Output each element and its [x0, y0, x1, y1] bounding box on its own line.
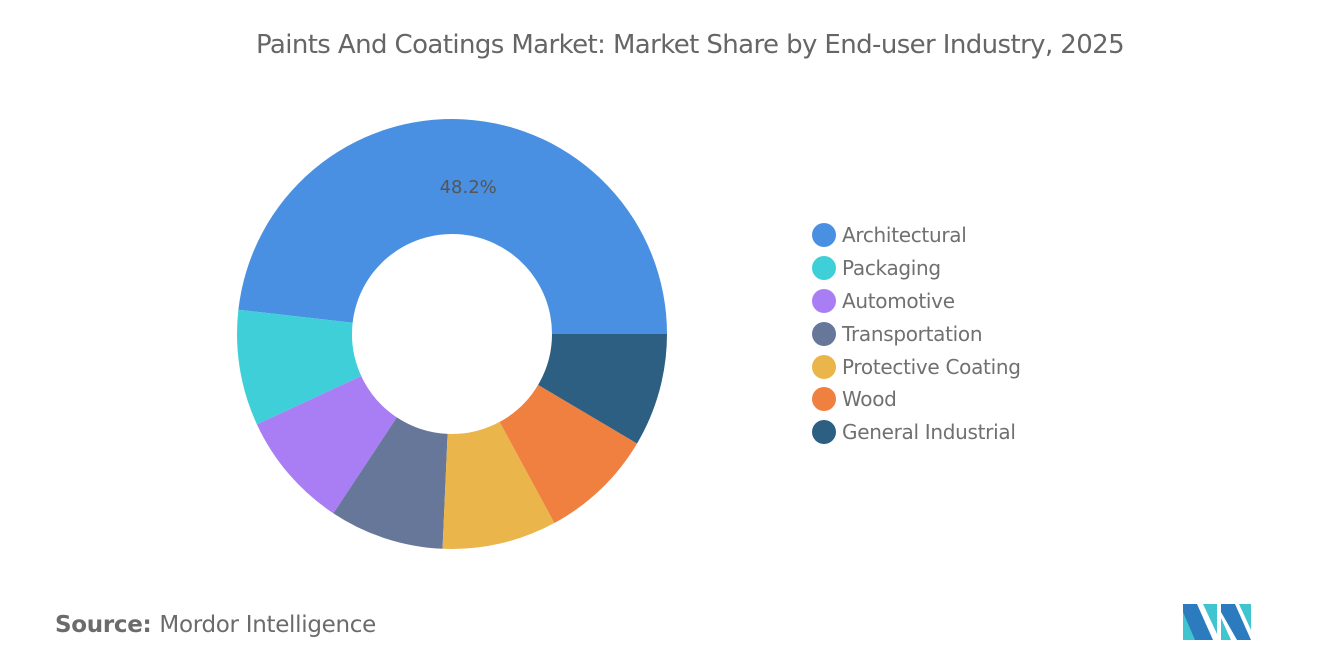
- legend-item: Wood: [812, 383, 1021, 416]
- data-label: 48.2%: [440, 177, 497, 198]
- legend-swatch: [812, 288, 836, 313]
- mordor-intelligence-logo: [1183, 604, 1251, 640]
- legend-label: Architectural: [842, 223, 967, 248]
- source-value: Mordor Intelligence: [159, 612, 376, 638]
- slice-packaging: [236, 309, 362, 425]
- legend-item: Automotive: [812, 285, 1021, 318]
- slice-architectural: [238, 118, 667, 334]
- legend: Architectural Packaging Automotive Transpor…: [812, 219, 1021, 449]
- legend-swatch: [812, 354, 836, 379]
- legend-label: Packaging: [842, 256, 941, 281]
- slice-transportation: [333, 417, 448, 549]
- legend-label: General Industrial: [842, 420, 1016, 445]
- legend-label: Automotive: [842, 288, 955, 313]
- legend-swatch: [812, 321, 836, 346]
- legend-swatch: [812, 387, 836, 412]
- legend-swatch: [812, 256, 836, 281]
- legend-item: Packaging: [812, 252, 1021, 285]
- legend-item: Architectural: [812, 219, 1021, 252]
- legend-item: Transportation: [812, 317, 1021, 350]
- source-label: Source:: [55, 612, 152, 638]
- source-note: Source: Mordor Intelligence: [55, 612, 376, 638]
- legend-item: Protective Coating: [812, 350, 1021, 383]
- slice-general-industrial: [538, 334, 667, 444]
- legend-swatch: [812, 420, 836, 445]
- legend-item: General Industrial: [812, 416, 1021, 449]
- legend-swatch: [812, 223, 836, 248]
- slice-wood: [499, 384, 638, 524]
- legend-label: Protective Coating: [842, 354, 1021, 379]
- slice-automotive: [256, 376, 397, 514]
- slice-protective-coating: [442, 421, 555, 549]
- legend-label: Wood: [842, 387, 897, 412]
- legend-label: Transportation: [842, 321, 983, 346]
- chart-title: Paints And Coatings Market: Market Share…: [255, 30, 1125, 60]
